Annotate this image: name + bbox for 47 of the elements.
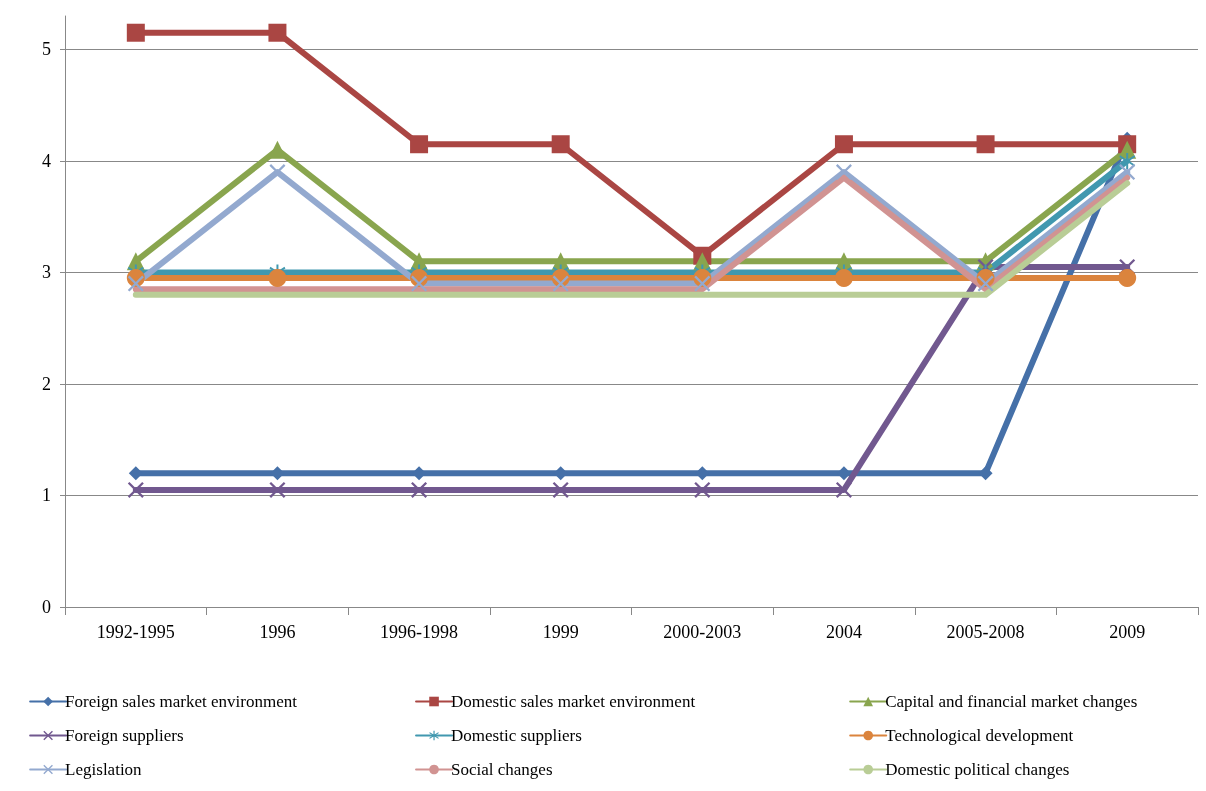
x-tick-label: 2005-2008	[946, 622, 1025, 642]
y-tick-label: 3	[42, 262, 51, 283]
point	[128, 466, 143, 481]
point	[835, 481, 852, 498]
legend-label: Foreign suppliers	[65, 726, 184, 745]
x-tick-label: 1992-1995	[96, 622, 175, 642]
point	[694, 481, 711, 498]
point	[834, 269, 853, 288]
point	[694, 275, 711, 292]
point	[976, 135, 995, 154]
point	[1119, 152, 1136, 169]
point	[977, 275, 994, 292]
x-tick-label: 2009	[1109, 622, 1146, 642]
point	[127, 481, 144, 498]
point	[268, 269, 287, 288]
legend-label: Domestic political changes	[885, 760, 1070, 779]
y-tick-label: 4	[42, 150, 51, 171]
point	[126, 23, 145, 42]
y-tick-label: 0	[42, 597, 51, 617]
y-tick-label: 2	[42, 373, 51, 394]
point	[551, 135, 570, 154]
legend-label: Domestic suppliers	[451, 726, 582, 745]
x-tick-label: 2004	[825, 622, 862, 642]
legend-label: Capital and financial market changes	[885, 692, 1138, 711]
legend-label: Foreign sales market environment	[65, 692, 298, 711]
y-tick-label: 5	[42, 39, 51, 60]
point	[552, 275, 569, 292]
legend-label: Technological development	[885, 726, 1074, 745]
point	[834, 135, 853, 154]
point	[835, 164, 852, 181]
legend-label: Domestic sales market environment	[451, 692, 696, 711]
point	[410, 135, 429, 154]
point	[411, 481, 428, 498]
point	[127, 275, 144, 292]
point	[1118, 269, 1137, 288]
point	[1119, 164, 1136, 181]
y-tick-label: 1	[42, 485, 51, 506]
point	[269, 481, 286, 498]
x-tick-label: 1999	[542, 622, 579, 642]
point	[268, 23, 287, 42]
x-tick-label: 1996-1998	[380, 622, 459, 642]
legend-label: Social changes	[451, 760, 553, 779]
legend-label: Legislation	[65, 760, 143, 779]
x-tick-label: 2000-2003	[663, 622, 742, 642]
point	[552, 481, 569, 498]
point	[411, 275, 428, 292]
x-tick-label: 1996	[259, 622, 296, 642]
